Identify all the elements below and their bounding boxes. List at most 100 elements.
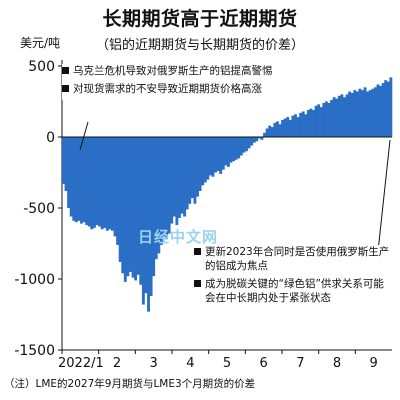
data-bar	[178, 137, 181, 218]
data-bar	[201, 137, 205, 186]
data-bar	[159, 137, 163, 245]
data-bar	[257, 137, 261, 139]
data-bar	[77, 137, 81, 221]
y-tick-label: -500	[23, 201, 55, 217]
data-bar	[221, 137, 225, 170]
data-bar	[121, 137, 125, 274]
data-bar	[193, 137, 197, 204]
data-bar	[214, 137, 217, 173]
data-bar	[203, 137, 207, 183]
watermark: 日经中文网	[138, 228, 219, 246]
data-bar	[291, 115, 295, 137]
bullet-icon	[194, 280, 201, 287]
data-bar	[304, 114, 308, 137]
bullet-icon	[62, 85, 69, 92]
data-bar	[175, 137, 179, 226]
annotation-item: 更新2023年合同时是否使用俄罗斯生产的铝成为焦点	[194, 245, 394, 273]
data-bar	[131, 137, 135, 278]
data-bar	[299, 112, 303, 137]
data-bar	[237, 137, 241, 159]
data-bar	[255, 137, 259, 142]
data-bar	[353, 90, 357, 137]
data-bar	[129, 137, 132, 272]
data-bar	[386, 81, 390, 137]
bullet-icon	[194, 248, 201, 255]
x-tick-label: 2	[113, 356, 121, 371]
data-bar	[183, 137, 187, 217]
data-bar	[172, 137, 176, 217]
data-bar	[363, 87, 367, 137]
data-bar	[345, 94, 349, 137]
data-bar	[82, 137, 86, 223]
data-bar	[317, 104, 321, 137]
data-bar	[301, 111, 305, 137]
annotation-pointer	[79, 121, 89, 151]
x-tick-label: 2022/1	[58, 356, 104, 371]
data-bar	[389, 77, 393, 137]
data-bar	[216, 137, 220, 172]
data-bar	[105, 137, 109, 231]
data-bar	[250, 137, 254, 146]
data-bar	[288, 119, 292, 137]
data-bar	[268, 125, 272, 137]
annotation-text: 对现货需求的不安导致近期期货价格高涨	[73, 83, 262, 95]
data-bar	[371, 88, 375, 137]
data-bar	[139, 137, 143, 285]
y-tick-label: -1000	[14, 272, 55, 288]
x-tick-label: 4	[186, 356, 194, 371]
data-bar	[110, 137, 114, 231]
data-bar	[152, 137, 156, 277]
annotation-text: 成为脱碳关键的“绿色铝”供求关系可能会在中长期内处于紧张状态	[205, 278, 384, 304]
x-tick-label: 8	[333, 356, 341, 371]
data-bar	[265, 128, 269, 137]
data-bar	[118, 137, 122, 262]
data-bar	[69, 137, 73, 217]
y-unit-label: 美元/吨	[20, 36, 61, 50]
data-bar	[242, 137, 246, 153]
data-bar	[85, 137, 89, 226]
data-bar	[376, 84, 380, 137]
data-bar	[348, 91, 352, 137]
data-bar	[281, 119, 285, 137]
data-bar	[306, 110, 310, 137]
chart-title: 长期期货高于近期期货	[102, 8, 298, 30]
x-tick-label: 5	[223, 356, 231, 371]
data-bar	[247, 137, 251, 149]
data-bar	[224, 137, 228, 166]
annotation-box-bottom: 更新2023年合同时是否使用俄罗斯生产的铝成为焦点 成为脱碳关键的“绿色铝”供求…	[194, 245, 394, 309]
data-bar	[366, 91, 370, 137]
x-tick-label: 3	[150, 356, 158, 371]
data-bar	[74, 137, 78, 223]
data-bar	[286, 117, 290, 137]
data-bar	[167, 137, 171, 234]
data-bar	[227, 137, 230, 167]
data-bar	[229, 137, 233, 163]
data-bar	[211, 137, 215, 177]
data-bar	[149, 137, 153, 297]
data-bar	[373, 87, 377, 137]
data-bar	[72, 137, 76, 221]
data-bar	[90, 137, 94, 230]
data-bar	[278, 124, 282, 137]
data-bar	[206, 137, 210, 180]
data-bar	[134, 137, 138, 281]
data-bar	[309, 108, 313, 137]
data-bar	[379, 85, 382, 137]
data-bar	[123, 137, 127, 282]
data-bar	[98, 137, 101, 227]
annotation-item: 乌克兰危机导致对俄罗斯生产的铝提高警惕	[62, 64, 302, 78]
annotation-box-top: 乌克兰危机导致对俄罗斯生产的铝提高警惕 对现货需求的不安导致近期期货价格高涨	[62, 64, 302, 100]
data-bar	[180, 137, 184, 214]
data-bar	[80, 137, 83, 224]
data-bar	[64, 137, 68, 191]
data-bar	[190, 137, 194, 199]
data-bar	[335, 98, 339, 137]
data-bar	[343, 97, 346, 137]
data-bar	[113, 137, 117, 237]
data-bar	[162, 137, 166, 237]
data-bar	[314, 105, 318, 137]
data-bar	[263, 132, 266, 137]
x-tick-label: 9	[370, 356, 378, 371]
data-bar	[144, 137, 148, 294]
